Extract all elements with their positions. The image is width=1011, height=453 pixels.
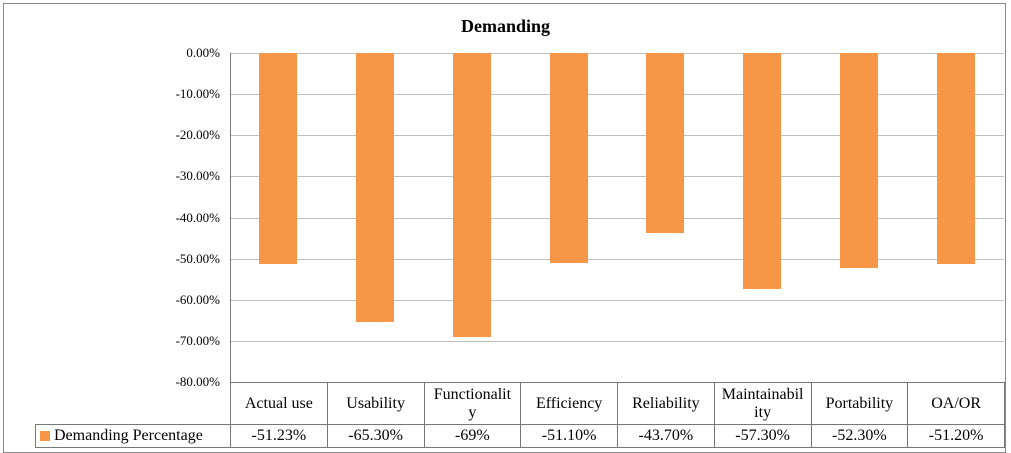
x-tick-label: Reliability <box>617 382 715 425</box>
grid-line <box>230 176 1004 178</box>
x-tick-label: OA/OR <box>907 382 1005 425</box>
bar <box>839 53 878 269</box>
grid-line <box>230 53 1004 54</box>
value-label: -65.30% <box>326 424 425 448</box>
grid-line <box>230 217 1004 219</box>
y-tick-label: -10.00% <box>175 86 220 102</box>
y-axis <box>230 53 231 382</box>
y-tick-label: -70.00% <box>175 332 220 348</box>
value-label: -69% <box>423 424 522 448</box>
value-label: -51.20% <box>907 424 1005 448</box>
y-tick-label: -50.00% <box>175 250 220 266</box>
x-tick-label: Actual use <box>230 382 328 425</box>
value-label: -43.70% <box>617 424 715 448</box>
bar <box>452 53 491 337</box>
value-label: -51.23% <box>230 424 328 448</box>
grid-line <box>230 299 1004 301</box>
x-tick-label: Efficiency <box>520 382 618 425</box>
value-label: -51.10% <box>520 424 618 448</box>
bar <box>646 53 685 233</box>
y-tick-label: 0.00% <box>186 45 220 60</box>
grid-line <box>230 94 1004 96</box>
y-tick-label: -60.00% <box>175 291 220 307</box>
legend: Demanding Percentage <box>35 424 231 448</box>
grid-line <box>230 258 1004 260</box>
chart-title: Demanding <box>460 16 550 36</box>
grid-line <box>230 135 1004 137</box>
x-tick-label: Maintainability <box>713 382 812 425</box>
bar <box>743 53 782 289</box>
legend-label: Demanding Percentage <box>54 427 203 444</box>
x-tick-label: Usability <box>326 382 425 425</box>
y-tick-label: -40.00% <box>175 209 220 225</box>
x-tick-label: Portability <box>810 382 909 425</box>
y-tick-label: -80.00% <box>175 374 220 389</box>
bar <box>549 53 588 264</box>
bar <box>936 53 975 264</box>
bar <box>356 53 395 322</box>
value-label: -52.30% <box>810 424 909 448</box>
bar <box>259 53 298 264</box>
y-tick-label: -20.00% <box>175 127 220 143</box>
grid-line <box>230 340 1004 342</box>
x-tick-label: Functionality <box>423 382 522 425</box>
y-tick-label: -30.00% <box>175 168 220 184</box>
value-label: -57.30% <box>713 424 812 448</box>
legend-swatch <box>40 431 50 441</box>
